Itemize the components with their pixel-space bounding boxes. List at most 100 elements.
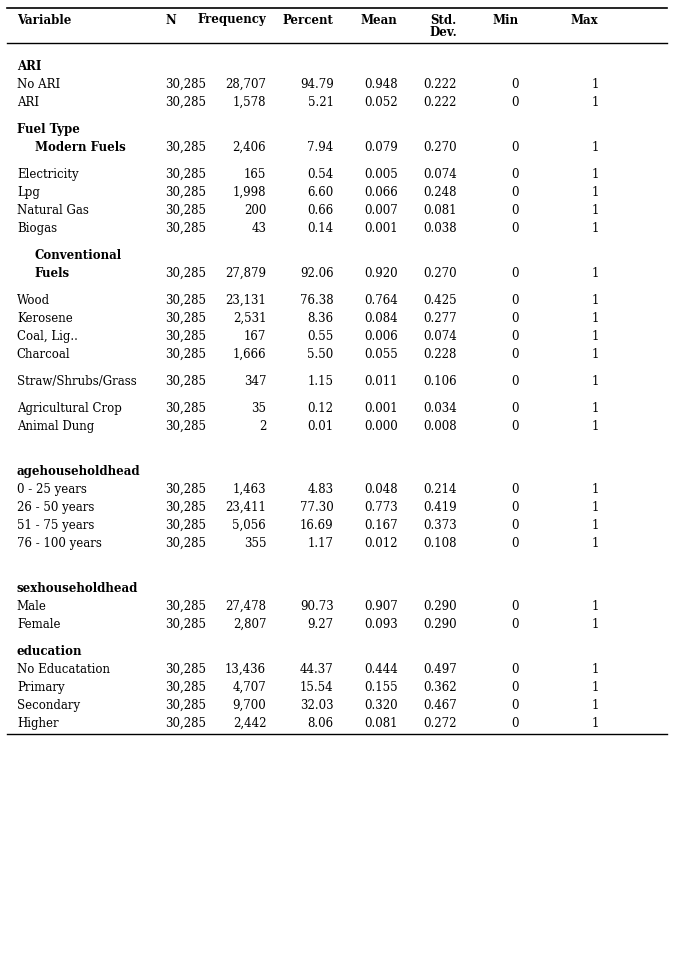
Text: 0: 0 bbox=[512, 618, 519, 631]
Text: 0.000: 0.000 bbox=[364, 420, 398, 433]
Text: 347: 347 bbox=[244, 375, 266, 388]
Text: 30,285: 30,285 bbox=[165, 348, 206, 361]
Text: 23,131: 23,131 bbox=[225, 294, 266, 306]
Text: 0: 0 bbox=[512, 348, 519, 361]
Text: 30,285: 30,285 bbox=[165, 501, 206, 514]
Text: 0: 0 bbox=[512, 519, 519, 532]
Text: 0: 0 bbox=[512, 96, 519, 109]
Text: Female: Female bbox=[17, 618, 61, 631]
Text: 0: 0 bbox=[512, 681, 519, 694]
Text: Charcoal: Charcoal bbox=[17, 348, 71, 361]
Text: Dev.: Dev. bbox=[429, 26, 457, 40]
Text: 9.27: 9.27 bbox=[307, 618, 334, 631]
Text: 1: 1 bbox=[591, 348, 599, 361]
Text: 0.277: 0.277 bbox=[423, 312, 457, 325]
Text: 8.06: 8.06 bbox=[307, 717, 334, 730]
Text: 0: 0 bbox=[512, 330, 519, 342]
Text: 0: 0 bbox=[512, 402, 519, 414]
Text: Animal Dung: Animal Dung bbox=[17, 420, 94, 433]
Text: 0.948: 0.948 bbox=[364, 78, 398, 90]
Text: Kerosene: Kerosene bbox=[17, 312, 73, 325]
Text: 9,700: 9,700 bbox=[233, 699, 266, 712]
Text: 0.373: 0.373 bbox=[423, 519, 457, 532]
Text: 0.081: 0.081 bbox=[364, 717, 398, 730]
Text: 28,707: 28,707 bbox=[225, 78, 266, 90]
Text: N: N bbox=[165, 14, 176, 26]
Text: 0.005: 0.005 bbox=[364, 168, 398, 181]
Text: 30,285: 30,285 bbox=[165, 186, 206, 198]
Text: 1: 1 bbox=[591, 537, 599, 550]
Text: 1: 1 bbox=[591, 663, 599, 676]
Text: 0: 0 bbox=[512, 663, 519, 676]
Text: 30,285: 30,285 bbox=[165, 312, 206, 325]
Text: 30,285: 30,285 bbox=[165, 267, 206, 280]
Text: 0.272: 0.272 bbox=[423, 717, 457, 730]
Text: 8.36: 8.36 bbox=[307, 312, 334, 325]
Text: 0.290: 0.290 bbox=[423, 600, 457, 613]
Text: 1: 1 bbox=[591, 483, 599, 496]
Text: Min: Min bbox=[493, 14, 519, 26]
Text: 0: 0 bbox=[512, 204, 519, 217]
Text: 0: 0 bbox=[512, 141, 519, 154]
Text: 200: 200 bbox=[244, 204, 266, 217]
Text: 0.093: 0.093 bbox=[364, 618, 398, 631]
Text: Lpg: Lpg bbox=[17, 186, 40, 198]
Text: 0.106: 0.106 bbox=[423, 375, 457, 388]
Text: 0: 0 bbox=[512, 222, 519, 234]
Text: 1: 1 bbox=[591, 618, 599, 631]
Text: 1: 1 bbox=[591, 717, 599, 730]
Text: 0.419: 0.419 bbox=[423, 501, 457, 514]
Text: 32.03: 32.03 bbox=[300, 699, 334, 712]
Text: 0.467: 0.467 bbox=[423, 699, 457, 712]
Text: 0: 0 bbox=[512, 267, 519, 280]
Text: 16.69: 16.69 bbox=[300, 519, 334, 532]
Text: 0.54: 0.54 bbox=[307, 168, 334, 181]
Text: Mean: Mean bbox=[361, 14, 398, 26]
Text: 0.228: 0.228 bbox=[423, 348, 457, 361]
Text: 1.17: 1.17 bbox=[307, 537, 334, 550]
Text: 51 - 75 years: 51 - 75 years bbox=[17, 519, 94, 532]
Text: 0.048: 0.048 bbox=[364, 483, 398, 496]
Text: 0.248: 0.248 bbox=[423, 186, 457, 198]
Text: 355: 355 bbox=[244, 537, 266, 550]
Text: 0.007: 0.007 bbox=[364, 204, 398, 217]
Text: 0.222: 0.222 bbox=[423, 78, 457, 90]
Text: 0.425: 0.425 bbox=[423, 294, 457, 306]
Text: Male: Male bbox=[17, 600, 47, 613]
Text: 30,285: 30,285 bbox=[165, 600, 206, 613]
Text: 165: 165 bbox=[244, 168, 266, 181]
Text: Variable: Variable bbox=[17, 14, 71, 26]
Text: 0.011: 0.011 bbox=[364, 375, 398, 388]
Text: 1: 1 bbox=[591, 204, 599, 217]
Text: 2: 2 bbox=[259, 420, 266, 433]
Text: 1: 1 bbox=[591, 312, 599, 325]
Text: 0: 0 bbox=[512, 600, 519, 613]
Text: 1: 1 bbox=[591, 420, 599, 433]
Text: 0: 0 bbox=[512, 186, 519, 198]
Text: Agricultural Crop: Agricultural Crop bbox=[17, 402, 122, 414]
Text: Coal, Lig..: Coal, Lig.. bbox=[17, 330, 78, 342]
Text: 6.60: 6.60 bbox=[307, 186, 334, 198]
Text: 0.12: 0.12 bbox=[307, 402, 334, 414]
Text: Percent: Percent bbox=[283, 14, 334, 26]
Text: 0: 0 bbox=[512, 699, 519, 712]
Text: 0.084: 0.084 bbox=[364, 312, 398, 325]
Text: Electricity: Electricity bbox=[17, 168, 78, 181]
Text: 0.01: 0.01 bbox=[307, 420, 334, 433]
Text: 0.008: 0.008 bbox=[423, 420, 457, 433]
Text: 30,285: 30,285 bbox=[165, 222, 206, 234]
Text: 1: 1 bbox=[591, 141, 599, 154]
Text: 30,285: 30,285 bbox=[165, 168, 206, 181]
Text: 23,411: 23,411 bbox=[225, 501, 266, 514]
Text: Conventional: Conventional bbox=[35, 249, 122, 262]
Text: Max: Max bbox=[571, 14, 599, 26]
Text: 43: 43 bbox=[251, 222, 266, 234]
Text: 1,666: 1,666 bbox=[233, 348, 266, 361]
Text: 2,442: 2,442 bbox=[233, 717, 266, 730]
Text: 0: 0 bbox=[512, 501, 519, 514]
Text: 0: 0 bbox=[512, 294, 519, 306]
Text: 30,285: 30,285 bbox=[165, 681, 206, 694]
Text: 27,879: 27,879 bbox=[225, 267, 266, 280]
Text: Wood: Wood bbox=[17, 294, 50, 306]
Text: Fuels: Fuels bbox=[35, 267, 70, 280]
